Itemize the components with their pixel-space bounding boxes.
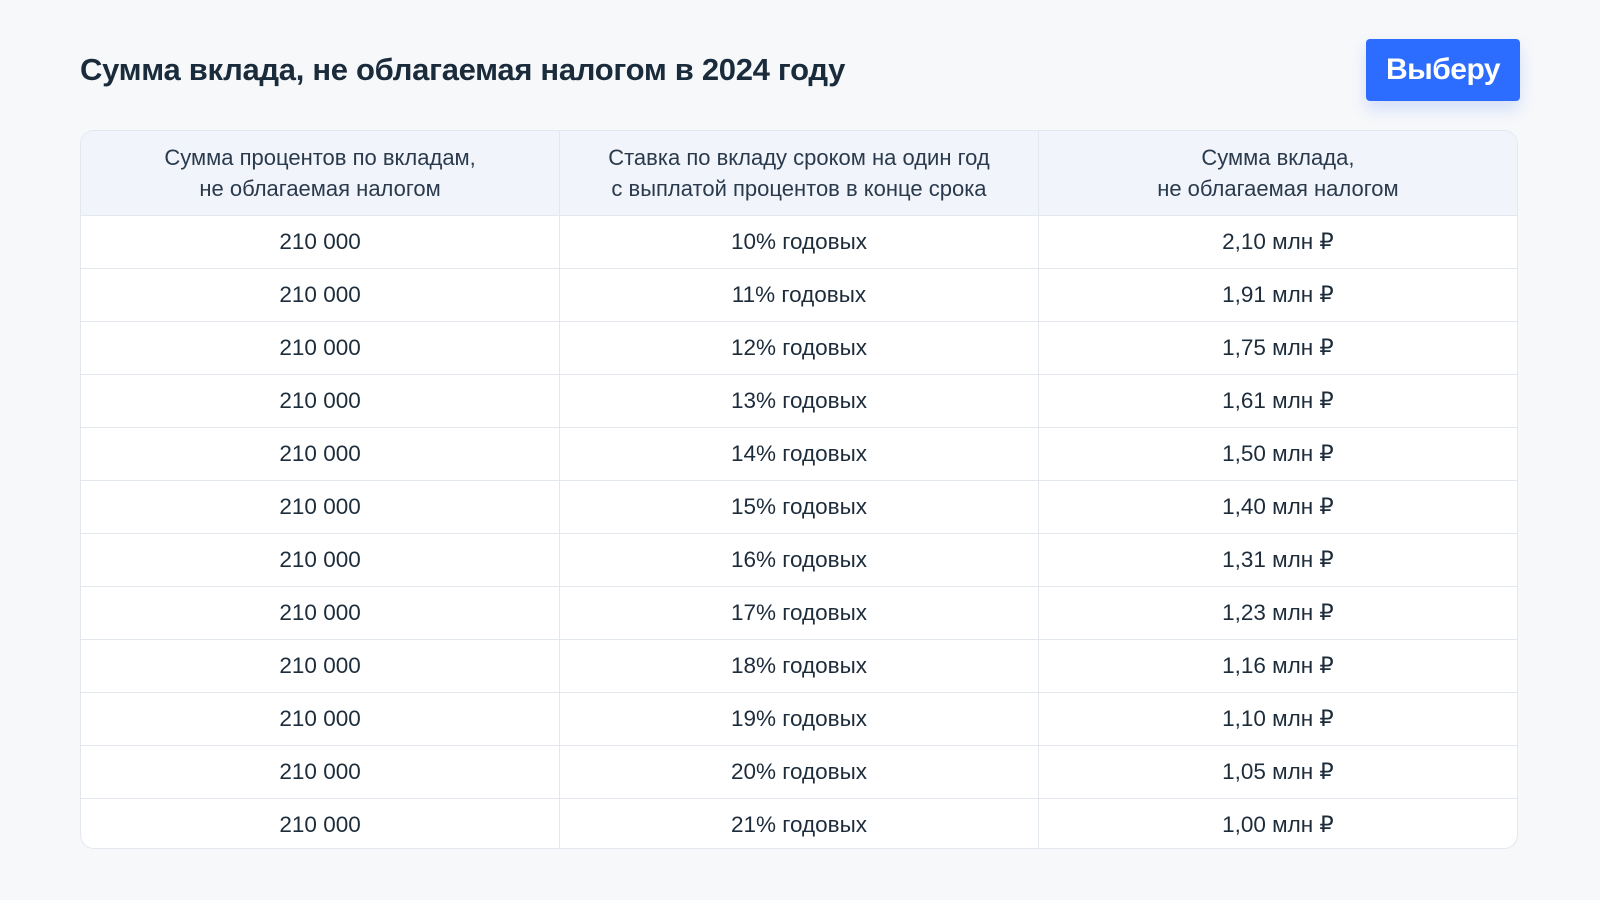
cell-deposit-rate: 21% годовых: [559, 798, 1039, 848]
cell-deposit-rate: 12% годовых: [559, 321, 1039, 375]
cell-interest-sum: 210 000: [81, 692, 560, 746]
cell-interest-sum: 210 000: [81, 268, 560, 322]
cell-deposit-rate: 10% годовых: [559, 215, 1039, 269]
column-header-deposit-rate: Ставка по вкладу сроком на один год с вы…: [559, 131, 1039, 216]
column-header-deposit-amount: Сумма вклада, не облагаемая налогом: [1037, 131, 1517, 216]
table-row: 210 000 10% годовых 2,10 млн ₽: [81, 215, 1517, 269]
page-title: Сумма вклада, не облагаемая налогом в 20…: [80, 52, 846, 87]
cell-interest-sum: 210 000: [81, 427, 560, 481]
table-row: 210 000 15% годовых 1,40 млн ₽: [81, 480, 1517, 534]
data-table: Сумма процентов по вкладам, не облагаема…: [81, 131, 1517, 848]
cell-interest-sum: 210 000: [81, 639, 560, 693]
cell-deposit-amount: 1,05 млн ₽: [1037, 745, 1517, 799]
table-header: Сумма процентов по вкладам, не облагаема…: [81, 131, 1517, 216]
table-row: 210 000 14% годовых 1,50 млн ₽: [81, 427, 1517, 481]
tax-free-deposit-table: Сумма процентов по вкладам, не облагаема…: [80, 130, 1518, 849]
cell-interest-sum: 210 000: [81, 745, 560, 799]
cell-deposit-amount: 1,10 млн ₽: [1037, 692, 1517, 746]
cell-deposit-amount: 1,75 млн ₽: [1037, 321, 1517, 375]
cell-deposit-amount: 1,23 млн ₽: [1037, 586, 1517, 640]
table-row: 210 000 18% годовых 1,16 млн ₽: [81, 639, 1517, 693]
table-row: 210 000 19% годовых 1,10 млн ₽: [81, 692, 1517, 746]
cell-deposit-rate: 17% годовых: [559, 586, 1039, 640]
table-row: 210 000 16% годовых 1,31 млн ₽: [81, 533, 1517, 587]
column-header-interest-sum: Сумма процентов по вкладам, не облагаема…: [81, 131, 560, 216]
table-row: 210 000 13% годовых 1,61 млн ₽: [81, 374, 1517, 428]
table-row: 210 000 17% годовых 1,23 млн ₽: [81, 586, 1517, 640]
cell-deposit-amount: 2,10 млн ₽: [1037, 215, 1517, 269]
cell-interest-sum: 210 000: [81, 586, 560, 640]
table-row: 210 000 11% годовых 1,91 млн ₽: [81, 268, 1517, 322]
cell-deposit-amount: 1,40 млн ₽: [1037, 480, 1517, 534]
cell-deposit-rate: 16% годовых: [559, 533, 1039, 587]
table-row: 210 000 20% годовых 1,05 млн ₽: [81, 745, 1517, 799]
cell-interest-sum: 210 000: [81, 533, 560, 587]
cell-deposit-rate: 14% годовых: [559, 427, 1039, 481]
cell-interest-sum: 210 000: [279, 812, 361, 837]
cell-interest-sum: 210 000: [81, 480, 560, 534]
vyberu-logo-button[interactable]: Выберу: [1366, 39, 1520, 101]
header-row: Сумма процентов по вкладам, не облагаема…: [81, 131, 1517, 216]
cell-deposit-amount: 1,00 млн ₽: [1037, 798, 1517, 848]
cell-deposit-rate: 19% годовых: [559, 692, 1039, 746]
cell-deposit-rate: 13% годовых: [559, 374, 1039, 428]
cell-deposit-rate: 11% годовых: [559, 268, 1039, 322]
cell-deposit-amount: 1,61 млн ₽: [1037, 374, 1517, 428]
table-row: 210 000 21% годовых 1,00 млн ₽: [81, 798, 1517, 848]
cell-interest-sum: 210 000: [81, 321, 560, 375]
cell-interest-sum: 210 000: [81, 374, 560, 428]
cell-deposit-amount: 1,31 млн ₽: [1037, 533, 1517, 587]
cell-interest-sum: 210 000: [81, 215, 560, 269]
cell-deposit-amount: 1,91 млн ₽: [1037, 268, 1517, 322]
cell-deposit-rate: 18% годовых: [559, 639, 1039, 693]
table-row: 210 000 12% годовых 1,75 млн ₽: [81, 321, 1517, 375]
cell-deposit-rate: 15% годовых: [559, 480, 1039, 534]
cell-deposit-rate: 20% годовых: [559, 745, 1039, 799]
cell-deposit-amount: 1,50 млн ₽: [1037, 427, 1517, 481]
table-body: 210 000 10% годовых 2,10 млн ₽210 000 11% г…: [81, 215, 1517, 848]
cell-deposit-amount: 1,16 млн ₽: [1037, 639, 1517, 693]
